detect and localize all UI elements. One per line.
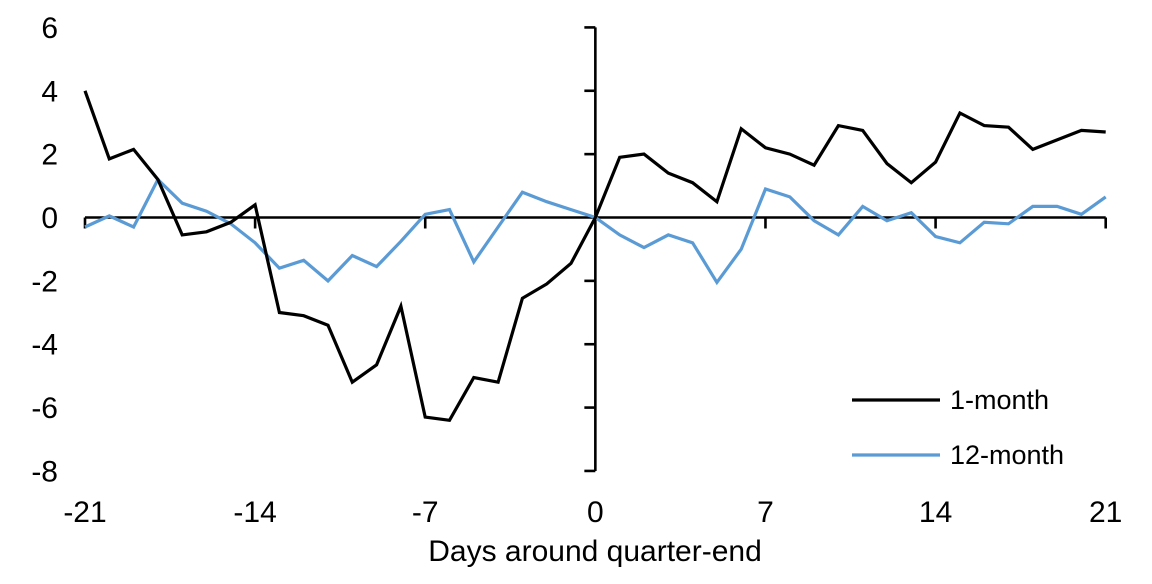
y-tick-label: 0 (41, 202, 58, 235)
y-tick-label: 6 (41, 12, 58, 45)
x-tick-label: -21 (63, 496, 106, 529)
y-tick-label: -6 (31, 392, 58, 425)
x-axis-title: Days around quarter-end (428, 535, 762, 568)
y-tick-label: -2 (31, 265, 58, 298)
legend-label-1-month: 1-month (950, 385, 1049, 415)
legend: 1-month 12-month (852, 385, 1064, 470)
x-tick-label: 14 (919, 496, 952, 529)
y-tick-label: 2 (41, 139, 58, 172)
x-tick-label: 7 (757, 496, 774, 529)
legend-label-12-month: 12-month (950, 440, 1064, 470)
y-tick-label: -4 (31, 329, 58, 362)
series-line-1-month (83, 90, 1106, 423)
x-tick-label: 21 (1089, 496, 1122, 529)
series-layer (83, 90, 1107, 423)
x-tick-label: -14 (233, 496, 276, 529)
y-tick-label: -8 (31, 455, 58, 488)
x-tick-label: 0 (587, 496, 604, 529)
y-tick-label: 4 (41, 75, 58, 108)
tick-label-layer: -21 -14 -7 0 7 14 21 6 4 2 0 -2 -4 -6 -8 (31, 12, 1122, 529)
x-tick-label: -7 (412, 496, 439, 529)
